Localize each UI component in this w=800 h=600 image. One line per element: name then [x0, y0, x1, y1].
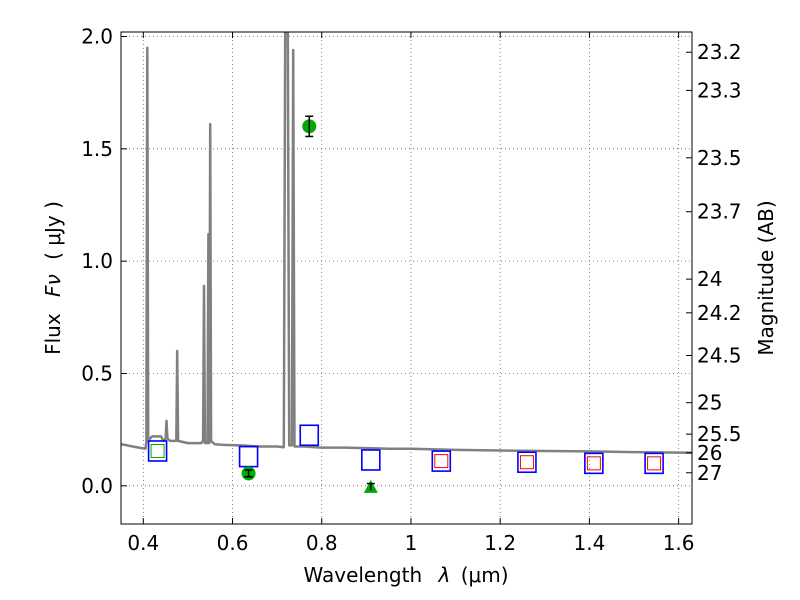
y-axis-label-main: Flux	[41, 313, 65, 355]
x-tick-label: 0.8	[306, 531, 338, 555]
blue-square-marker	[431, 450, 452, 472]
grid	[121, 32, 692, 524]
data-markers	[147, 115, 664, 493]
x-tick-label: 1.6	[663, 531, 695, 555]
x-axis-label-symbol: λ	[438, 563, 451, 587]
red-square-marker	[434, 454, 449, 469]
y2-axis-label: Magnitude (AB)	[754, 200, 778, 355]
x-axis-label-main: Wavelength	[303, 563, 422, 587]
x-tick-label: 1.4	[573, 531, 605, 555]
y2-tick-label: 27	[697, 461, 722, 485]
blue-square-marker	[361, 449, 381, 471]
plot-area	[121, 32, 692, 455]
blue-square-marker	[299, 424, 320, 447]
axis-ticks: 0.4 0.6 0.8 1 1.2 1.4 1.6 0.0 0.5 1.0 1.5 2.0 23.2 23…	[81, 24, 741, 555]
y-tick-label: 0.5	[81, 361, 113, 385]
y2-tick-label: 25.5	[697, 422, 742, 446]
y2-tick-label: 26	[697, 441, 722, 465]
y2-tick-label: 23.7	[697, 200, 742, 224]
y2-tick-label: 23.2	[697, 40, 742, 64]
x-axis-label: Wavelength λ (μm)	[303, 563, 508, 587]
y-axis-label-unit: ( μJy )	[41, 201, 65, 260]
red-square-marker	[586, 456, 601, 471]
x-tick-label: 0.6	[217, 531, 249, 555]
y2-tick-label: 24.5	[697, 344, 742, 368]
blue-square-marker	[584, 452, 604, 475]
x-tick-label: 0.4	[127, 531, 159, 555]
y2-tick-label: 24.2	[697, 301, 742, 325]
x-tick-label: 1	[405, 531, 418, 555]
blue-square-marker	[644, 452, 664, 475]
y-axis-label-symbol: Fν	[41, 274, 65, 297]
y-tick-label: 0.0	[81, 474, 113, 498]
y2-tick-label: 23.3	[697, 78, 742, 102]
red-square-marker	[647, 456, 662, 471]
blue-square-marker	[238, 445, 259, 468]
y2-tick-label: 24	[697, 267, 722, 291]
y-tick-label: 1.5	[81, 137, 113, 161]
y2-tick-label: 23.5	[697, 146, 742, 170]
red-square-marker	[519, 455, 534, 470]
y-axis-label: Flux Fν ( μJy )	[41, 201, 65, 355]
y2-tick-label: 25	[697, 391, 722, 415]
y-tick-label: 1.0	[81, 249, 113, 273]
plot-frame	[120, 31, 693, 525]
green-square-marker	[150, 443, 165, 458]
blue-square-marker	[517, 451, 537, 474]
y-tick-label: 2.0	[81, 24, 113, 48]
spectrum-line	[121, 32, 692, 455]
x-tick-label: 1.2	[484, 531, 516, 555]
blue-square-marker	[147, 440, 168, 462]
x-axis-label-unit: (μm)	[461, 563, 509, 587]
